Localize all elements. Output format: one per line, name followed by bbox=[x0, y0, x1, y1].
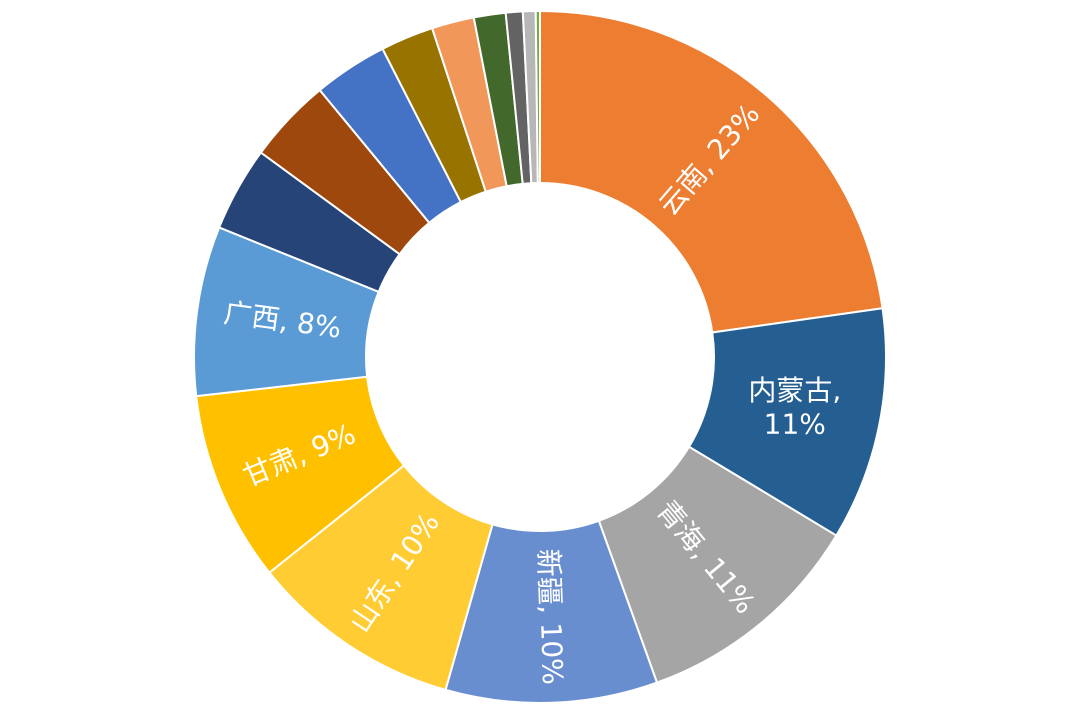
donut-slice-1 bbox=[539, 9, 884, 334]
slice-label-line: 11% bbox=[764, 408, 826, 441]
donut-slice-2 bbox=[687, 307, 887, 537]
slice-label-4: 新疆, 10% bbox=[532, 548, 570, 685]
donut-slice-unlabeled-16 bbox=[534, 9, 541, 185]
slice-label-line: 内蒙古, bbox=[748, 374, 841, 407]
donut-slices bbox=[193, 9, 887, 704]
slice-label-2: 内蒙古, 11% bbox=[748, 374, 841, 441]
donut-slice-3 bbox=[597, 445, 838, 684]
